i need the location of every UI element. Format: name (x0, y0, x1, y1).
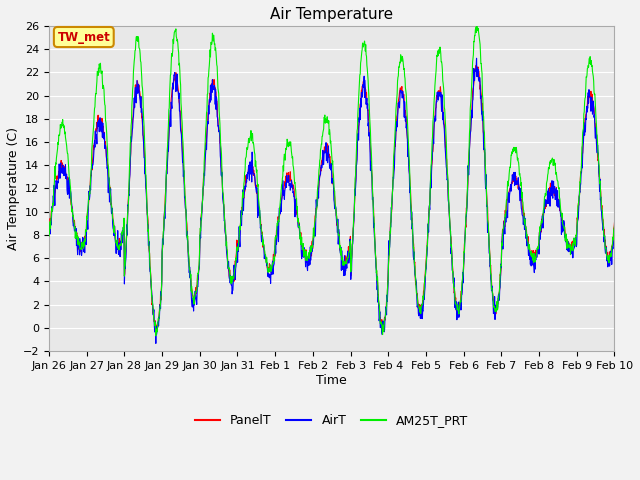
Y-axis label: Air Temperature (C): Air Temperature (C) (7, 127, 20, 250)
Title: Air Temperature: Air Temperature (270, 7, 394, 22)
X-axis label: Time: Time (316, 373, 347, 386)
Legend: PanelT, AirT, AM25T_PRT: PanelT, AirT, AM25T_PRT (190, 409, 474, 432)
Text: TW_met: TW_met (58, 31, 110, 44)
